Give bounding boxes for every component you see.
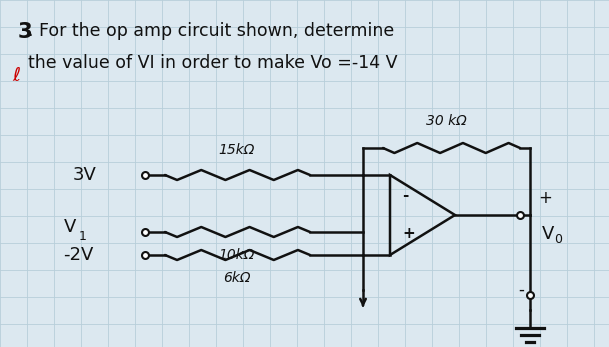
Text: V: V	[64, 218, 76, 236]
Text: +: +	[538, 189, 552, 207]
Text: 0: 0	[554, 233, 562, 246]
Text: -2V: -2V	[63, 246, 93, 264]
Text: -: -	[518, 281, 524, 299]
Text: 6kΩ: 6kΩ	[224, 271, 251, 285]
Text: 1: 1	[79, 229, 87, 243]
Text: . For the op amp circuit shown, determine: . For the op amp circuit shown, determin…	[28, 22, 394, 40]
Text: 10kΩ: 10kΩ	[219, 248, 255, 262]
Text: 30 kΩ: 30 kΩ	[426, 114, 467, 128]
Text: 3: 3	[18, 22, 33, 42]
Text: V: V	[542, 225, 554, 243]
Text: 15kΩ: 15kΩ	[219, 143, 255, 157]
Text: 3V: 3V	[73, 166, 97, 184]
Text: +: +	[402, 226, 415, 240]
Text: ℓ: ℓ	[12, 66, 20, 85]
Text: the value of VI in order to make Vo =-14 V: the value of VI in order to make Vo =-14…	[28, 54, 398, 72]
Text: -: -	[402, 187, 409, 203]
